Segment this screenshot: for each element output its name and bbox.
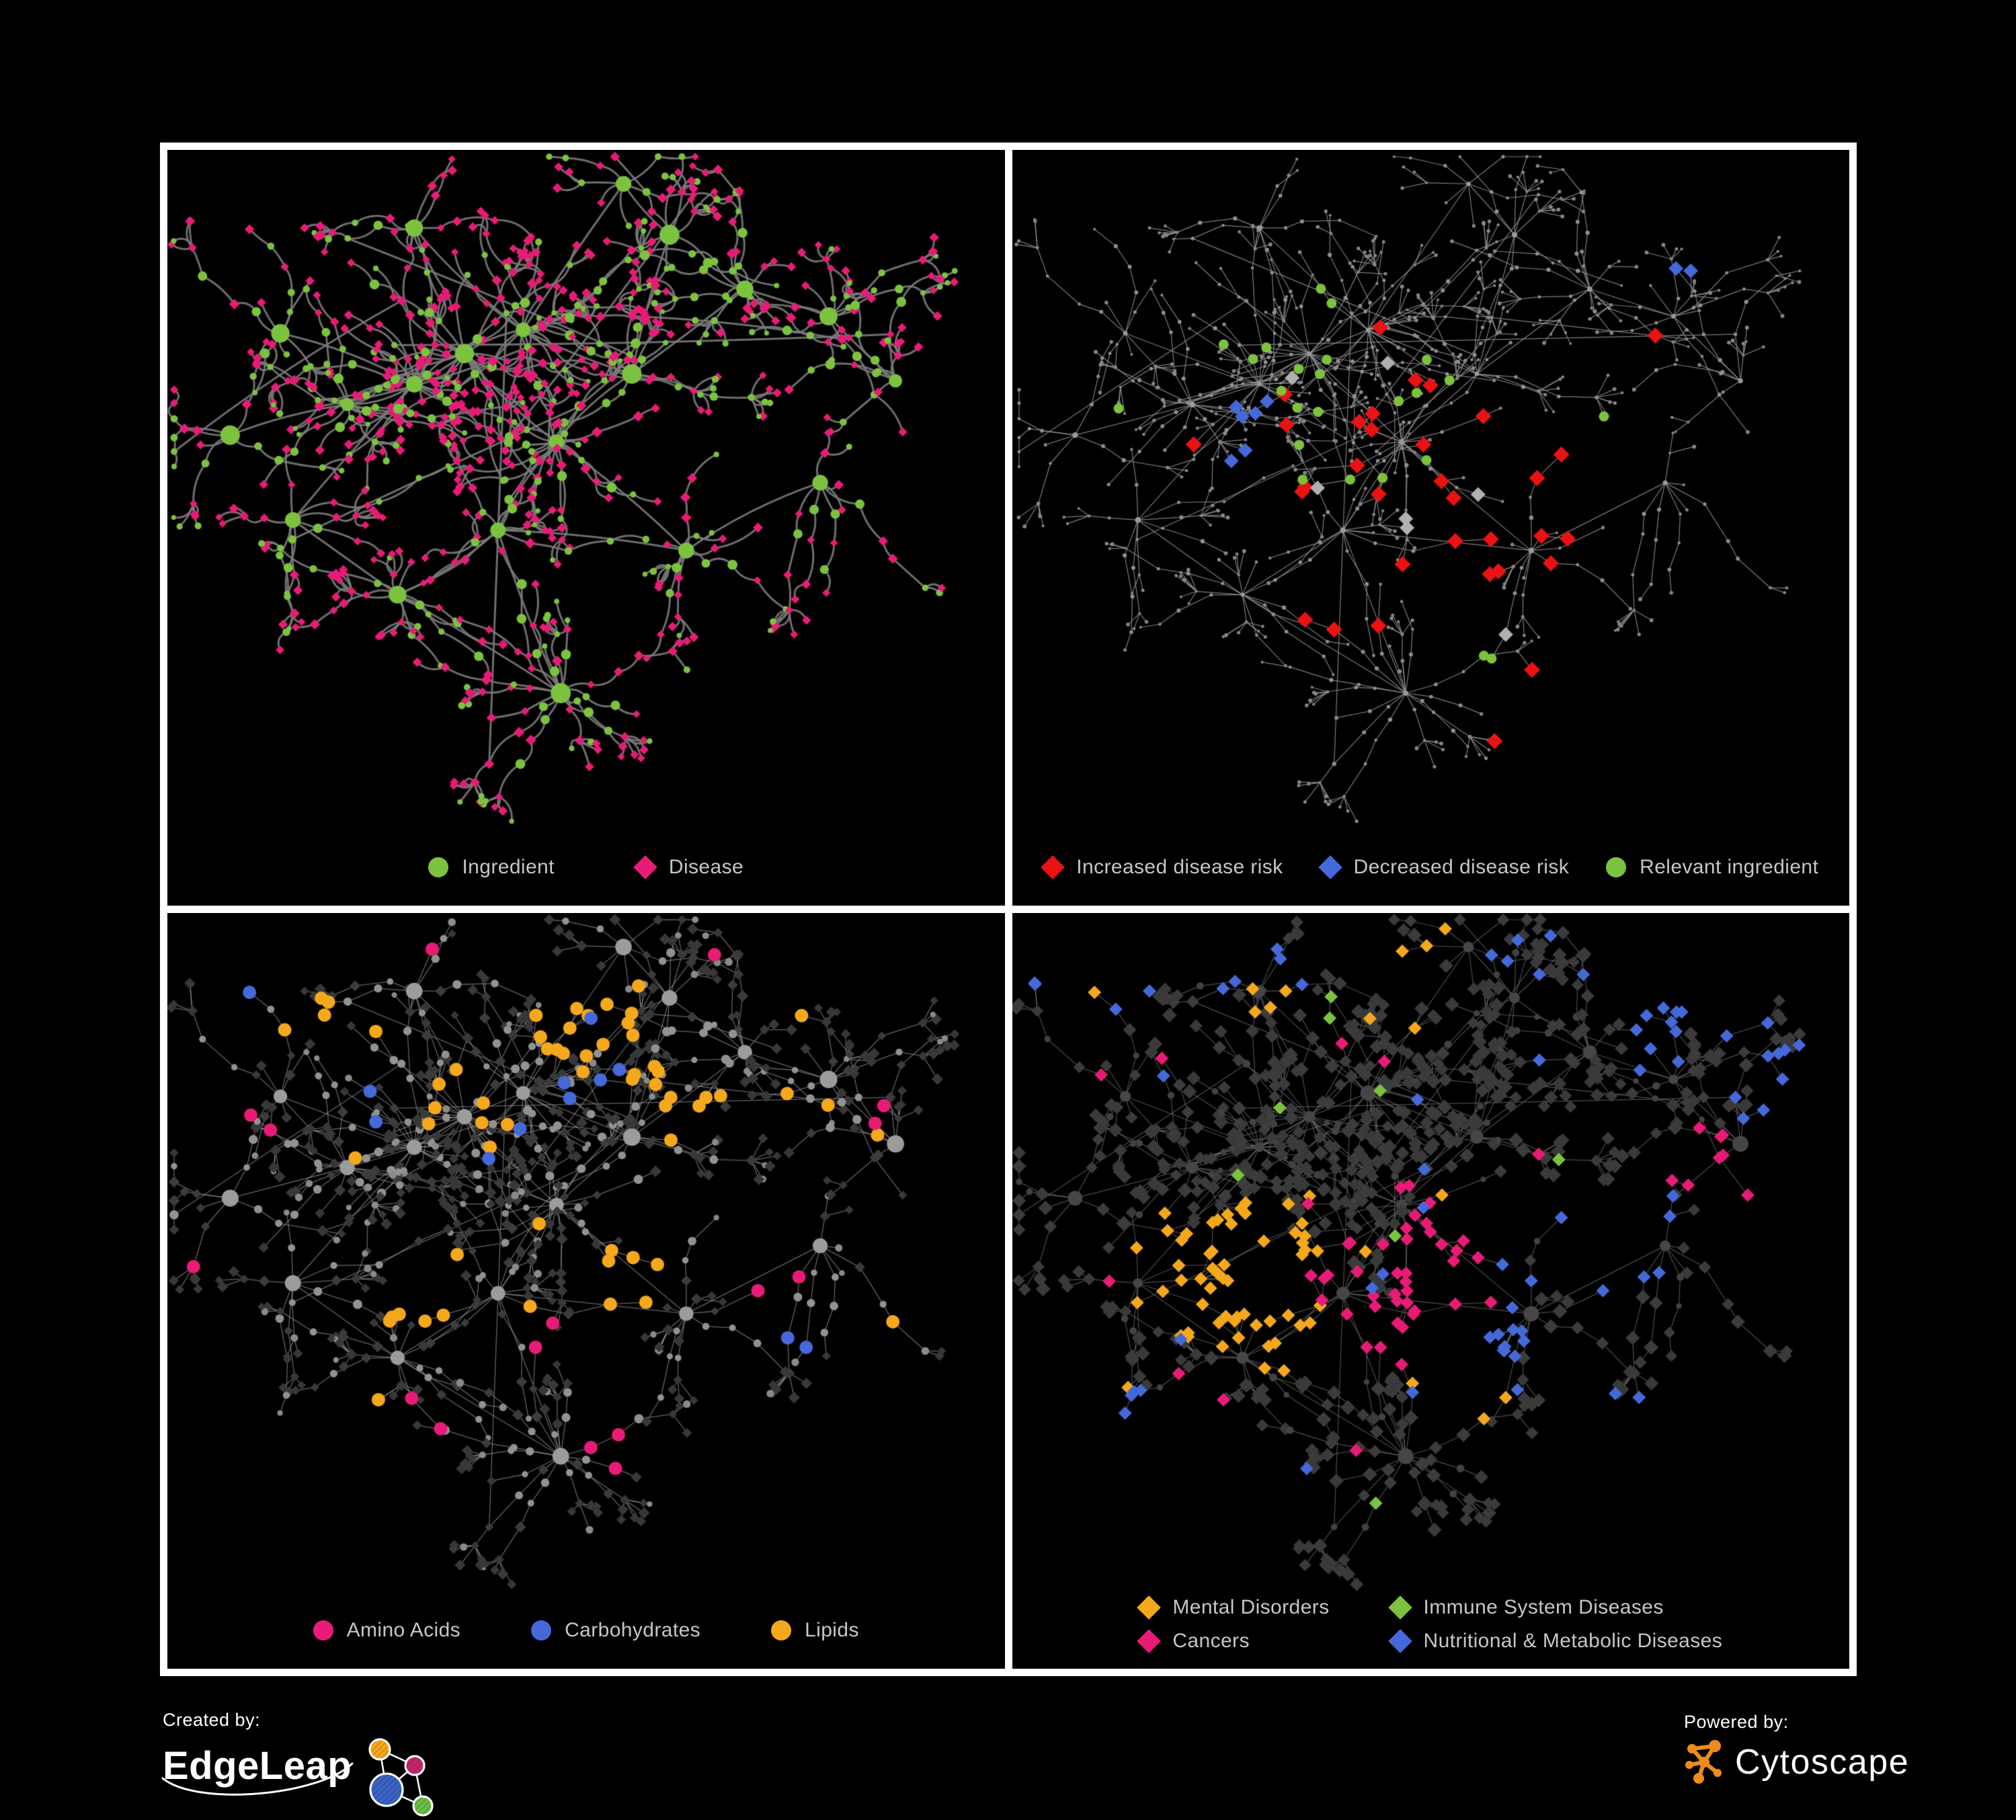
network-nutrients [167,913,1004,1669]
disease-marker-icon [633,855,657,879]
panels-grid: Ingredient Disease Increased disease ris… [160,143,1857,1676]
panel-ingredient-disease: Ingredient Disease [167,150,1005,906]
legend-label: Disease [668,856,744,878]
cytoscape-wordmark: Cytoscape [1735,1743,1910,1782]
legend-item-ingredient: Ingredient [428,856,554,879]
edgeleap-wordmark: EdgeLeap [163,1744,352,1788]
legend-label: Relevant ingredient [1640,856,1819,878]
network-disease-risk [1012,150,1849,906]
legend-item-decreased-risk: Decreased disease risk [1318,855,1570,879]
legend-item-metabolic-diseases: Nutritional & Metabolic Diseases [1387,1629,1723,1653]
network-disease-categories [1012,913,1849,1669]
legend-item-relevant-ingredient: Relevant ingredient [1606,856,1818,879]
edgeleap-credit: Created by: EdgeLeap [161,1710,448,1820]
panel-disease-categories: Mental Disorders Immune System Diseases … [1012,913,1850,1669]
relevant-ingredient-marker-icon [1606,857,1627,877]
legend-label: Decreased disease risk [1353,856,1570,878]
mental-disorders-marker-icon [1137,1595,1162,1620]
legend-item-disease: Disease [633,855,744,879]
legend-label: Amino Acids [346,1619,461,1641]
legend-label: Mental Disorders [1172,1596,1330,1618]
legend-item-increased-risk: Increased disease risk [1041,855,1283,879]
increased-risk-marker-icon [1041,855,1065,879]
legend-item-cancers: Cancers [1137,1629,1329,1653]
legend-item-amino-acids: Amino Acids [313,1619,460,1642]
immune-diseases-marker-icon [1387,1595,1412,1620]
ingredient-marker-icon [428,857,449,877]
legend-label: Nutritional & Metabolic Diseases [1423,1630,1723,1652]
legend-label: Ingredient [462,856,555,878]
created-by-label: Created by: [163,1710,261,1730]
legend-disease-categories: Mental Disorders Immune System Diseases … [1012,1595,1850,1653]
legend-label: Immune System Diseases [1423,1596,1664,1618]
legend-label: Carbohydrates [565,1619,701,1641]
legend-item-lipids: Lipids [771,1619,859,1642]
legend-disease-risk: Increased disease risk Decreased disease… [1012,855,1850,879]
network-ingredient-disease [167,150,1004,906]
cancers-marker-icon [1137,1629,1162,1653]
legend-label: Lipids [805,1619,859,1641]
cytoscape-logo-icon [1685,1740,1722,1784]
panel-nutrients: Amino Acids Carbohydrates Lipids [167,913,1005,1669]
legend-ingredient-disease: Ingredient Disease [167,855,1005,879]
legend-nutrients: Amino Acids Carbohydrates Lipids [167,1619,1005,1642]
amino-acids-marker-icon [313,1620,333,1640]
cytoscape-credit: Powered by: Cytoscape [1684,1712,1909,1786]
legend-label: Increased disease risk [1076,856,1283,878]
panel-disease-risk: Increased disease risk Decreased disease… [1012,150,1850,906]
powered-by-label: Powered by: [1684,1712,1789,1732]
decreased-risk-marker-icon [1318,855,1342,879]
legend-item-mental-disorders: Mental Disorders [1137,1595,1330,1620]
legend-item-immune-diseases: Immune System Diseases [1387,1595,1723,1620]
edgeleap-logo-icon [368,1738,434,1817]
lipids-marker-icon [771,1620,792,1640]
legend-label: Cancers [1172,1630,1250,1652]
metabolic-diseases-marker-icon [1387,1629,1412,1653]
legend-item-carbohydrates: Carbohydrates [531,1619,700,1642]
carbohydrates-marker-icon [531,1620,552,1640]
